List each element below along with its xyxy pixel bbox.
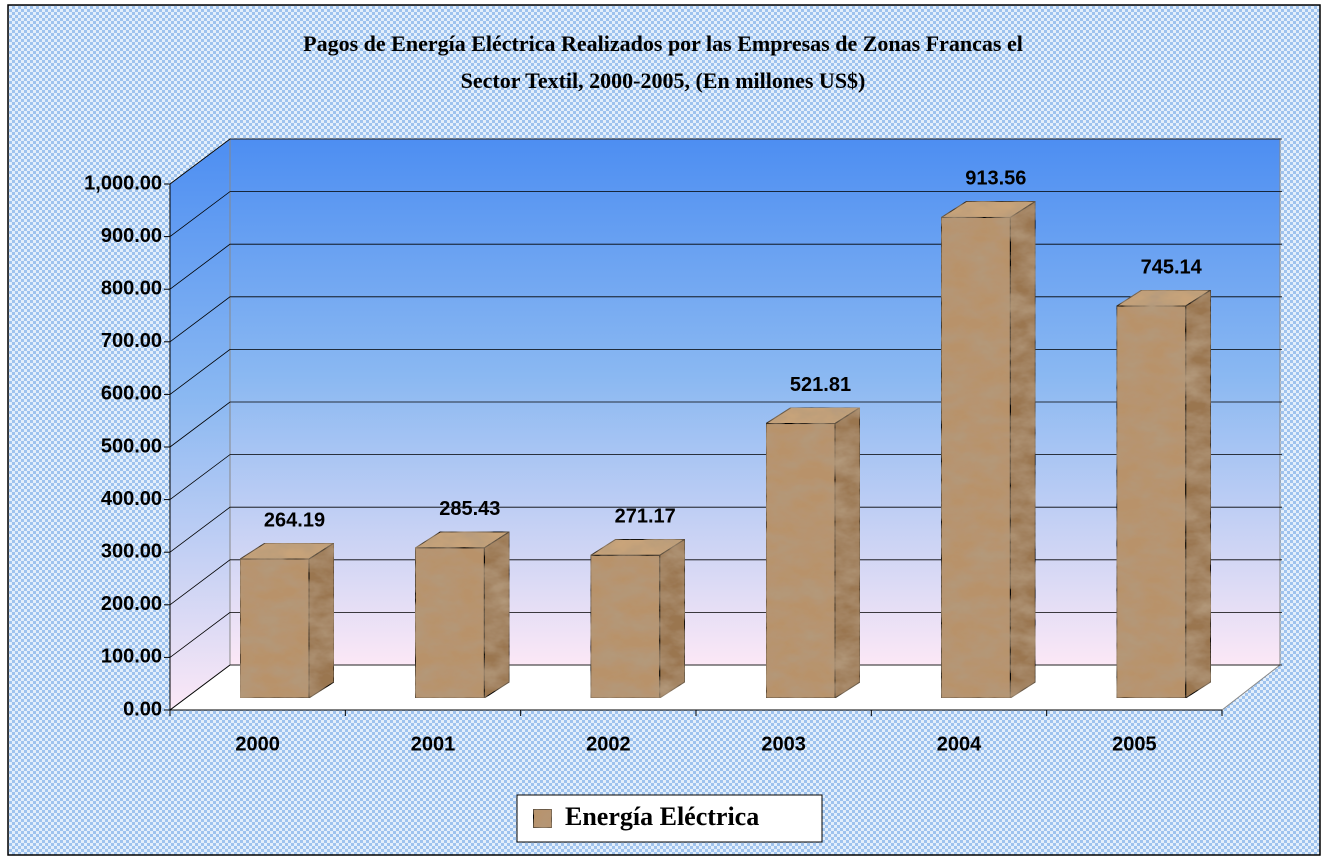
grid-line <box>169 191 1282 237</box>
bar <box>238 542 336 699</box>
bar-front <box>239 558 310 699</box>
y-tick-label: 900.00 <box>101 225 162 247</box>
grid-line <box>169 243 1282 290</box>
bar-front <box>1116 305 1187 699</box>
bar <box>588 538 687 699</box>
bar-front <box>765 423 836 699</box>
x-tick-label: 2005 <box>1112 733 1157 755</box>
legend-label: Energía Eléctrica <box>565 802 759 831</box>
data-label: 264.19 <box>264 509 325 531</box>
y-tick-label: 0.00 <box>123 698 162 720</box>
bar-side <box>834 406 861 699</box>
grid-line <box>169 401 1282 448</box>
data-label: 521.81 <box>790 374 851 396</box>
floor <box>168 664 1282 711</box>
x-tick-label: 2001 <box>411 733 456 755</box>
bar-front <box>940 216 1011 699</box>
bar <box>1114 289 1213 699</box>
y-tick-label: 100.00 <box>101 646 162 668</box>
bar-side <box>1185 289 1212 699</box>
y-tick-label: 300.00 <box>101 540 162 562</box>
bar-front <box>414 547 485 699</box>
bar <box>939 200 1038 699</box>
bar <box>764 406 862 699</box>
grid-line <box>169 664 1282 711</box>
data-label: 285.43 <box>439 498 500 520</box>
bar-side <box>659 538 686 699</box>
y-tick-label: 400.00 <box>101 488 162 510</box>
x-tick-label: 2000 <box>235 733 280 755</box>
chart-title: Sector Textil, 2000-2005, (En millones U… <box>461 68 866 93</box>
y-tick-label: 1,000.00 <box>84 172 162 194</box>
grid-line <box>169 348 1282 395</box>
legend <box>516 794 823 843</box>
grid-line <box>169 138 1282 185</box>
bar-side <box>308 542 335 699</box>
bar <box>413 530 512 699</box>
y-tick-label: 200.00 <box>101 593 162 615</box>
x-tick-label: 2002 <box>586 733 631 755</box>
y-tick-label: 600.00 <box>101 383 162 405</box>
y-tick-label: 500.00 <box>101 435 162 457</box>
data-label: 271.17 <box>615 506 676 528</box>
grid-line <box>169 454 1282 500</box>
grid-line <box>169 612 1282 658</box>
data-label: 913.56 <box>965 168 1026 190</box>
chart-title: Pagos de Energía Eléctrica Realizados po… <box>303 31 1023 56</box>
grid-line <box>169 559 1282 606</box>
legend-swatch <box>532 808 553 829</box>
x-tick-label: 2003 <box>761 733 806 755</box>
bar-side <box>483 530 510 699</box>
y-tick-label: 800.00 <box>101 277 162 299</box>
bar-side <box>1009 200 1036 699</box>
bar-front <box>590 554 661 699</box>
y-tick-label: 700.00 <box>101 330 162 352</box>
data-label: 745.14 <box>1141 256 1203 278</box>
grid-line <box>169 506 1282 553</box>
x-tick-label: 2004 <box>937 733 982 755</box>
grid-line <box>169 296 1282 343</box>
